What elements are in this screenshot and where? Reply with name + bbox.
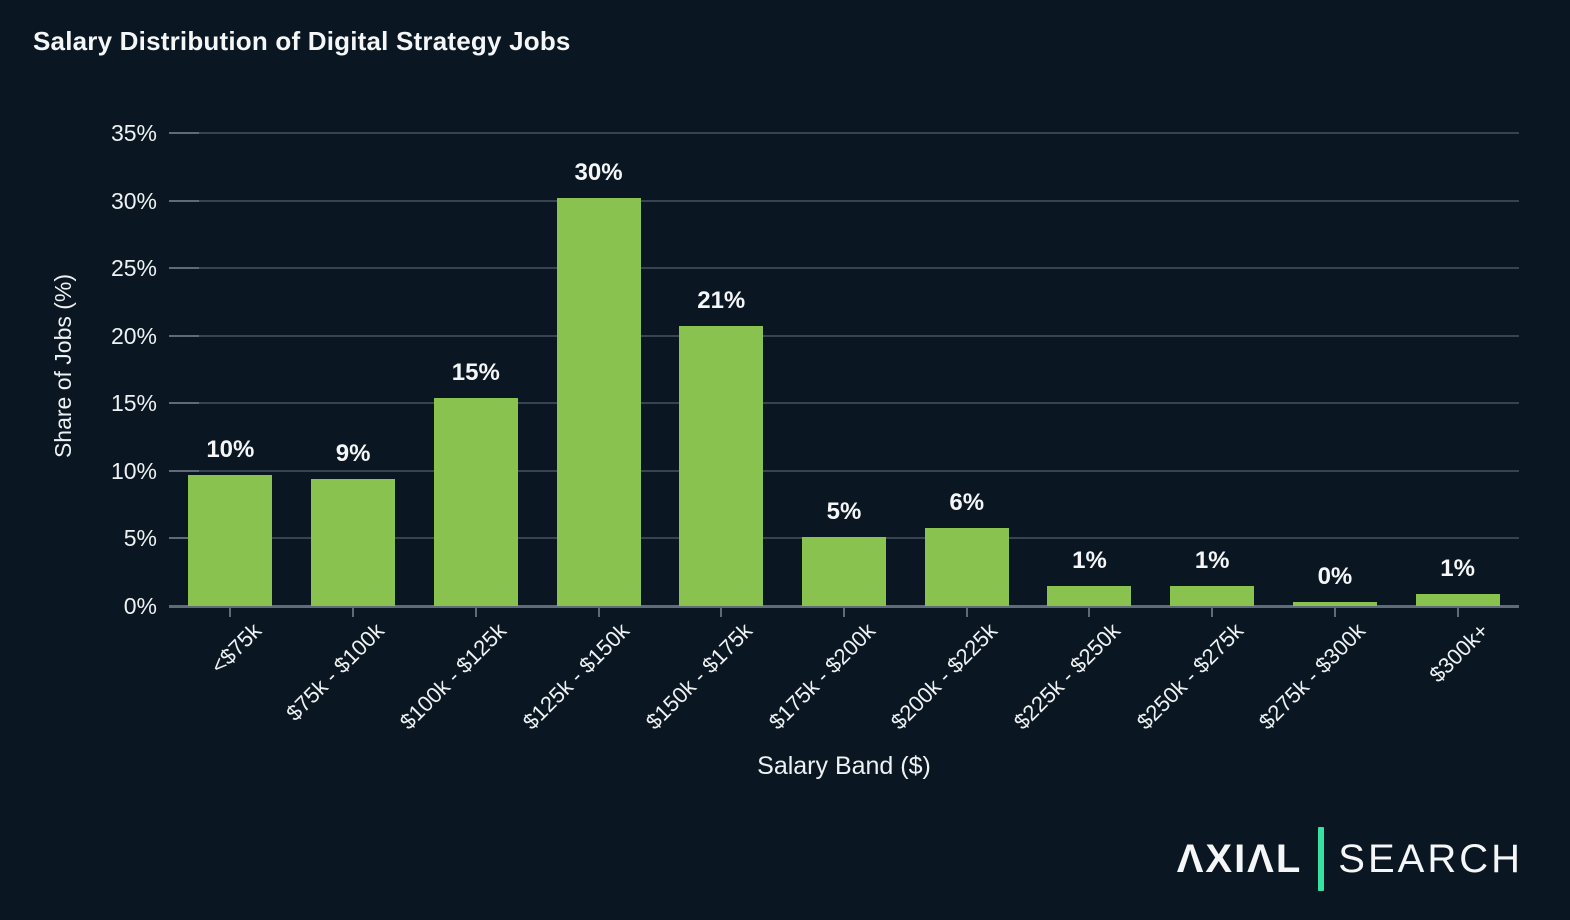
- x-tick-label-text: $300k+: [1424, 618, 1494, 688]
- x-tick-mark: [1211, 608, 1214, 617]
- bar-value-label: 30%: [574, 158, 623, 186]
- x-tick-mark: [720, 608, 723, 617]
- gridline: [169, 132, 1519, 134]
- x-tick-mark: [352, 608, 355, 617]
- bar-value-label: 5%: [826, 498, 862, 526]
- x-tick-mark: [229, 608, 232, 617]
- bar: [188, 474, 273, 606]
- y-axis-title: Share of Jobs (%): [50, 273, 76, 459]
- bar: [1415, 593, 1500, 606]
- bar-value-label: 0%: [1317, 562, 1353, 590]
- gridline: [169, 334, 1519, 337]
- x-tick-label: $300k+: [1156, 618, 1493, 687]
- y-tick-label: 0%: [123, 593, 157, 619]
- y-tick-mark: [169, 537, 199, 540]
- gridline: [169, 267, 1519, 270]
- x-tick-mark: [597, 608, 600, 617]
- bar: [924, 527, 1009, 606]
- chart-title: Salary Distribution of Digital Strategy …: [33, 26, 571, 56]
- y-tick-label: 10%: [110, 457, 157, 484]
- brand-logo: ΛXIΛL SEARCH: [1177, 826, 1523, 892]
- y-tick-label: 15%: [110, 390, 157, 417]
- y-tick-mark: [169, 132, 199, 134]
- gridline: [169, 469, 1519, 472]
- y-tick-label: 30%: [110, 187, 157, 214]
- y-tick-mark: [169, 469, 199, 472]
- brand-logo-divider: [1318, 827, 1325, 891]
- x-tick-mark: [1456, 608, 1459, 617]
- y-tick-label: 5%: [123, 525, 157, 552]
- x-tick-mark: [474, 608, 477, 617]
- y-tick-mark: [169, 199, 199, 202]
- y-tick-mark: [169, 402, 199, 405]
- x-tick-mark: [1333, 608, 1336, 617]
- bar: [802, 537, 886, 606]
- bar: [1170, 585, 1255, 606]
- bar-value-label: 21%: [697, 287, 746, 315]
- bar: [556, 197, 641, 606]
- bar: [1047, 585, 1132, 606]
- bar-value-label: 10%: [206, 435, 255, 463]
- y-tick-label: 25%: [110, 255, 157, 282]
- bar-value-label: 15%: [451, 358, 500, 386]
- bar: [311, 478, 396, 606]
- y-tick-label: 20%: [110, 322, 157, 349]
- y-tick-mark: [169, 267, 199, 270]
- bar: [433, 397, 518, 606]
- bar-value-label: 6%: [949, 488, 985, 516]
- bar-value-label: 1%: [1194, 546, 1230, 574]
- x-tick-mark: [1088, 608, 1091, 617]
- gridline: [169, 402, 1519, 405]
- brand-logo-search: SEARCH: [1338, 836, 1523, 881]
- x-axis-line: [169, 605, 1519, 608]
- x-axis-title: Salary Band ($): [757, 752, 931, 780]
- y-tick-label: 35%: [110, 120, 157, 146]
- x-tick-mark: [843, 608, 845, 617]
- bar-value-label: 1%: [1072, 546, 1107, 574]
- y-tick-mark: [169, 334, 199, 337]
- gridline: [169, 199, 1519, 202]
- bar: [1292, 601, 1377, 606]
- bar-value-label: 9%: [335, 439, 371, 467]
- bar-value-label: 1%: [1440, 554, 1475, 582]
- brand-logo-axial: ΛXIΛL: [1176, 836, 1303, 881]
- x-tick-mark: [965, 608, 968, 617]
- bar: [679, 326, 764, 606]
